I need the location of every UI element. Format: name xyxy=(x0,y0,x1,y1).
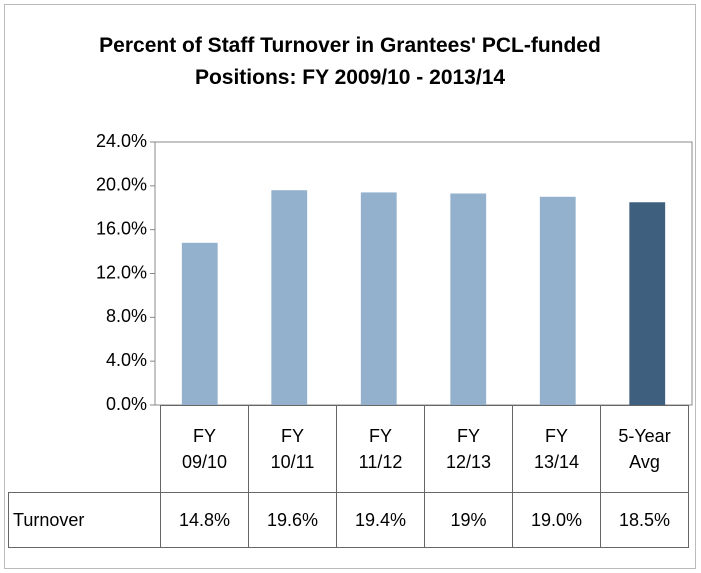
category-label: FY 10/11 xyxy=(248,405,337,493)
y-tick-label: 12.0% xyxy=(96,262,147,282)
category-label: 5-Year Avg xyxy=(600,405,689,493)
category-row: FY 09/10 FY 10/11 FY 11/12 FY 12/13 FY 13/14… xyxy=(8,405,689,493)
bar xyxy=(539,196,576,405)
plot-border xyxy=(154,141,693,406)
value-label: 18.5% xyxy=(600,492,689,548)
y-tick-label: 24.0% xyxy=(96,131,147,151)
y-tick-label: 4.0% xyxy=(106,350,147,370)
bar xyxy=(271,190,308,405)
bar xyxy=(360,192,397,405)
blank-cell xyxy=(8,405,161,493)
value-label: 14.8% xyxy=(160,492,249,548)
y-tick-label: 20.0% xyxy=(96,175,147,195)
bar xyxy=(450,193,487,405)
data-table: FY 09/10 FY 10/11 FY 11/12 FY 12/13 FY 13/14… xyxy=(8,405,689,548)
y-tick-label: 16.0% xyxy=(96,218,147,238)
value-label: 19.4% xyxy=(336,492,425,548)
chart-frame xyxy=(4,4,696,569)
value-label: 19% xyxy=(424,492,513,548)
value-row: Turnover 14.8% 19.6% 19.4% 19% 19.0% 18.5% xyxy=(8,492,689,548)
category-label: FY 09/10 xyxy=(160,405,249,493)
value-label: 19.0% xyxy=(512,492,601,548)
value-label: 19.6% xyxy=(248,492,337,548)
bar xyxy=(629,202,666,405)
y-tick-label: 8.0% xyxy=(106,306,147,326)
category-label: FY 12/13 xyxy=(424,405,513,493)
category-label: FY 13/14 xyxy=(512,405,601,493)
series-name: Turnover xyxy=(8,492,161,548)
bar xyxy=(181,242,218,405)
chart-title: Percent of Staff Turnover in Grantees' P… xyxy=(99,34,601,89)
category-label: FY 11/12 xyxy=(336,405,425,493)
